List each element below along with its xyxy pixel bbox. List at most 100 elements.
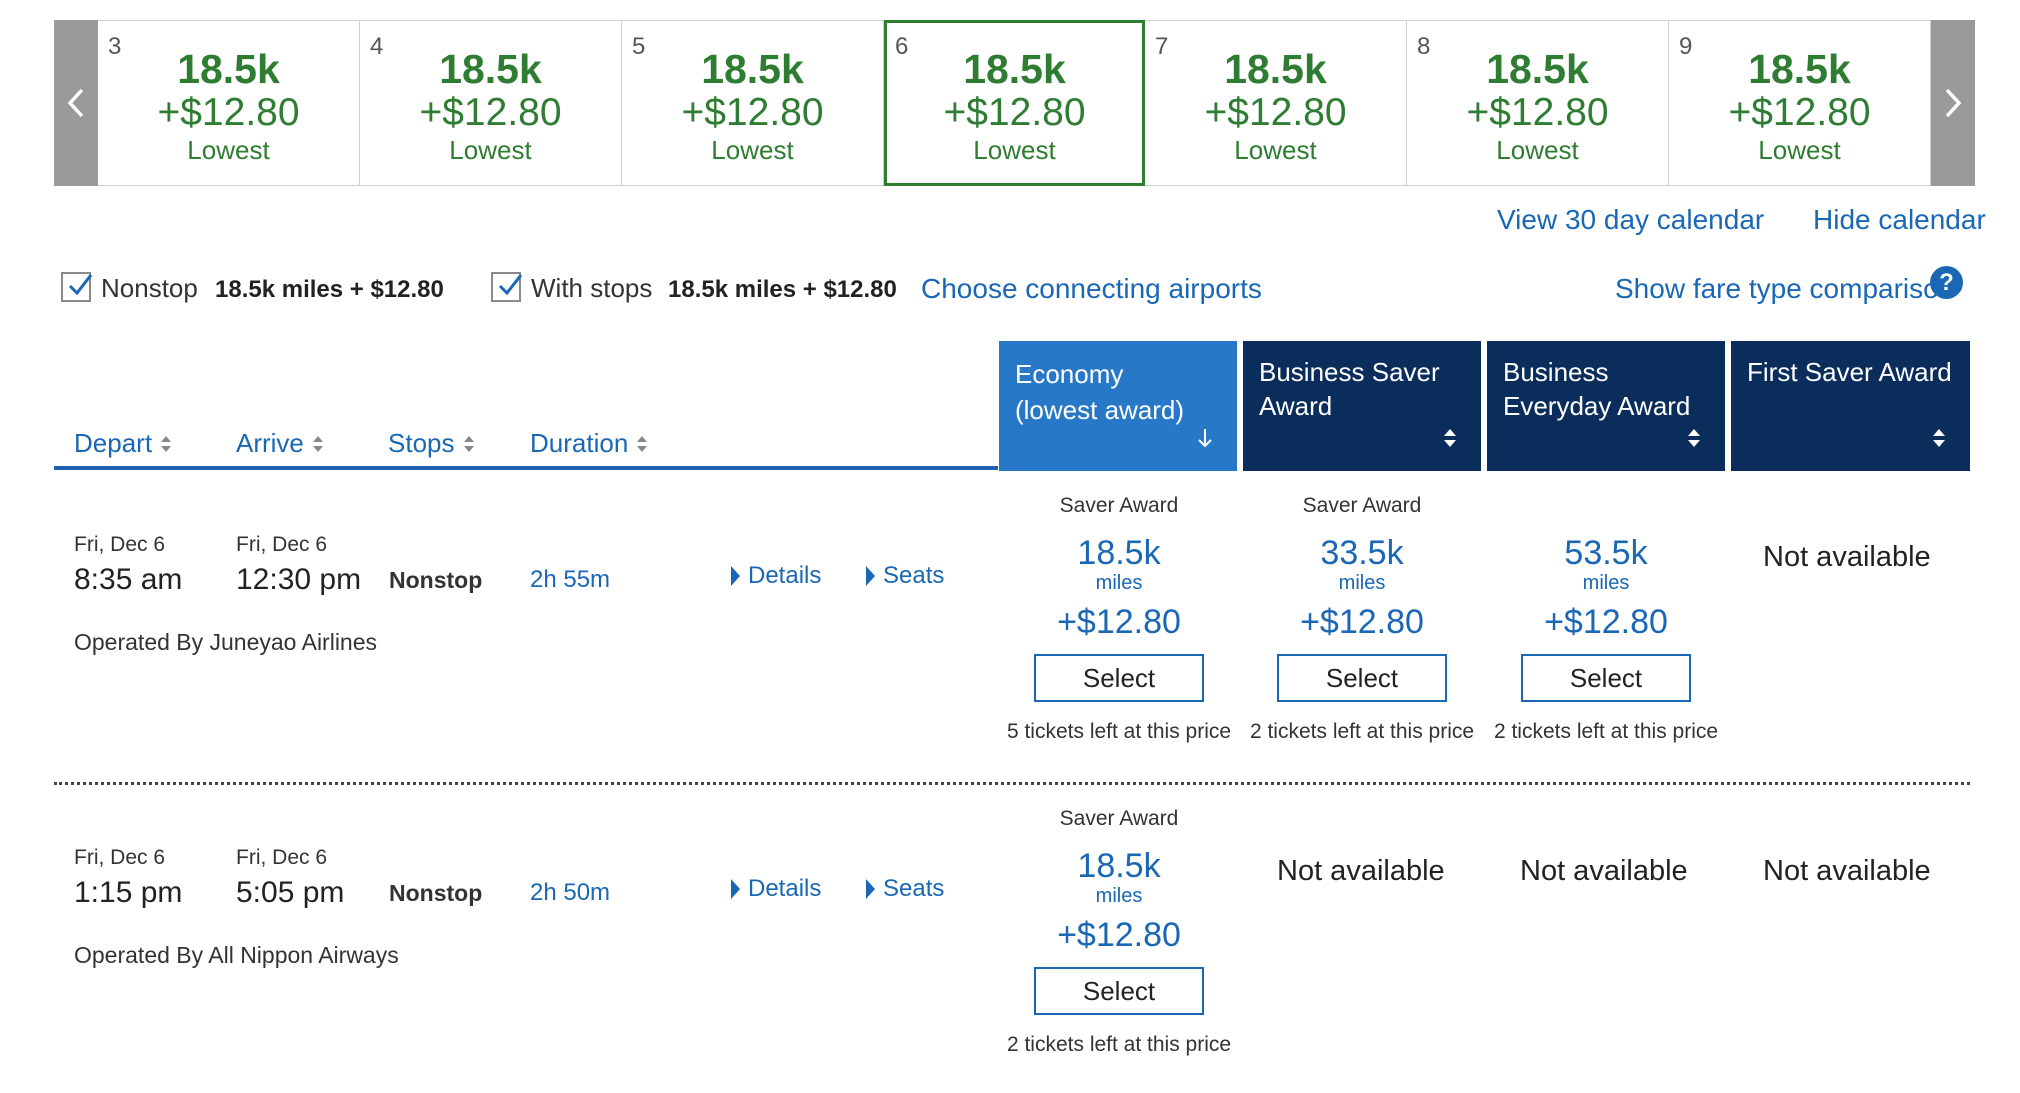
with-stops-label: With stops (531, 273, 653, 303)
business-everyday-not-available: Not available (1520, 855, 1688, 887)
sort-depart[interactable]: Depart (74, 428, 172, 459)
duration-value: 2h 55m (530, 566, 611, 593)
fare-type: Saver Award (1059, 494, 1179, 517)
arrive-date: Fri, Dec 6 (236, 533, 328, 556)
calendar-day-fee: +$12.80 (681, 91, 824, 134)
checkmark-icon (68, 274, 93, 296)
calendar-next-button[interactable] (1931, 20, 1975, 186)
details-label: Details (748, 875, 822, 902)
select-button[interactable]: Select (1034, 654, 1204, 702)
first-saver-not-available: Not available (1763, 855, 1931, 887)
column-header-underline (54, 466, 998, 470)
column-header-stops: Stops (388, 428, 455, 458)
sort-icon (161, 435, 172, 452)
operated-by: Operated By Juneyao Airlines (74, 629, 378, 655)
help-icon[interactable]: ? (1930, 266, 1963, 299)
calendar-day-3[interactable]: 3 18.5k +$12.80 Lowest (98, 20, 360, 186)
select-button[interactable]: Select (1277, 654, 1447, 702)
stops-value: Nonstop (389, 880, 483, 906)
fare-type (1484, 494, 1728, 518)
fare-header-business-saver[interactable]: Business Saver Award (1243, 341, 1481, 471)
calendar-day-9[interactable]: 9 18.5k +$12.80 Lowest (1669, 20, 1931, 186)
fare-miles-unit: miles (1095, 572, 1143, 594)
sort-icon (1444, 429, 1456, 447)
calendar-day-miles: 18.5k (1486, 46, 1589, 92)
sort-arrive[interactable]: Arrive (236, 428, 324, 459)
details-link[interactable]: Details (731, 562, 821, 590)
caret-right-icon (731, 566, 740, 586)
caret-right-icon (731, 879, 740, 899)
column-header-depart: Depart (74, 428, 153, 458)
calendar-day-fee: +$12.80 (1728, 91, 1871, 134)
calendar-day-fee: +$12.80 (1466, 91, 1609, 134)
details-link[interactable]: Details (731, 875, 821, 903)
business-saver-not-available: Not available (1277, 855, 1445, 887)
choose-connecting-airports-link[interactable]: Choose connecting airports (921, 273, 1262, 304)
nonstop-checkbox[interactable] (61, 272, 93, 302)
row-divider (54, 782, 1970, 785)
view-30-day-calendar-link[interactable]: View 30 day calendar (1497, 204, 1765, 235)
calendar-day-number: 4 (370, 33, 384, 60)
fare-header-title: First Saver Award (1747, 357, 1952, 387)
calendar-day-4[interactable]: 4 18.5k +$12.80 Lowest (360, 20, 622, 186)
calendar-day-7[interactable]: 7 18.5k +$12.80 Lowest (1145, 20, 1407, 186)
arrow-down-icon (1198, 429, 1212, 448)
fare-header-subtitle: Award (1259, 391, 1333, 421)
seats-label: Seats (883, 875, 945, 902)
calendar-day-label: Lowest (187, 135, 270, 165)
chevron-right-icon (1945, 88, 1962, 118)
calendar-day-label: Lowest (973, 135, 1056, 165)
calendar-day-number: 7 (1155, 33, 1169, 60)
fare-header-economy[interactable]: Economy (lowest award) (999, 341, 1237, 471)
fare-header-subtitle: Everyday Award (1503, 391, 1691, 421)
depart-time: 8:35 am (74, 563, 183, 596)
fare-header-business-everyday[interactable]: Business Everyday Award (1487, 341, 1725, 471)
sort-duration[interactable]: Duration (530, 428, 648, 459)
seats-link[interactable]: Seats (866, 875, 944, 903)
fare-header-title: Business (1503, 357, 1609, 387)
calendar-day-miles: 18.5k (177, 46, 280, 92)
fare-miles-unit: miles (1582, 572, 1630, 594)
sort-icon (1688, 429, 1700, 447)
first-saver-not-available: Not available (1763, 541, 1931, 573)
calendar-prev-button[interactable] (54, 20, 98, 186)
with-stops-checkbox[interactable] (491, 272, 523, 302)
fare-header-title: Economy (1015, 359, 1124, 389)
tickets-left: 2 tickets left at this price (1249, 720, 1475, 743)
fare-header-subtitle: (lowest award) (1015, 395, 1185, 425)
sort-icon (312, 435, 323, 452)
calendar-day-fee: +$12.80 (943, 91, 1086, 134)
depart-time: 1:15 pm (74, 876, 183, 909)
seats-link[interactable]: Seats (866, 562, 944, 590)
calendar-day-fee: +$12.80 (419, 91, 562, 134)
duration-value: 2h 50m (530, 879, 611, 906)
calendar-day-miles: 18.5k (1224, 46, 1327, 92)
checkmark-icon (498, 274, 523, 296)
depart-date: Fri, Dec 6 (74, 846, 166, 869)
show-fare-type-comparison-link[interactable]: Show fare type comparison (1615, 273, 1955, 304)
calendar-day-number: 3 (108, 33, 122, 60)
calendar-day-number: 6 (895, 33, 909, 60)
hide-calendar-link[interactable]: Hide calendar (1813, 204, 1986, 235)
caret-right-icon (866, 879, 875, 899)
fare-cell-business-everyday: 53.5k miles +$12.80 Select 2 tickets lef… (1484, 494, 1728, 744)
calendar-day-5[interactable]: 5 18.5k +$12.80 Lowest (622, 20, 884, 186)
fare-cell-economy: Saver Award 18.5k miles +$12.80 Select 5… (997, 494, 1241, 744)
fare-header-title: Business Saver (1259, 357, 1440, 387)
calendar-day-label: Lowest (711, 135, 794, 165)
sort-stops[interactable]: Stops (388, 428, 475, 459)
fare-miles-unit: miles (1338, 572, 1386, 594)
arrive-date: Fri, Dec 6 (236, 846, 328, 869)
calendar-day-label: Lowest (1234, 135, 1317, 165)
calendar-day-6-selected[interactable]: 6 18.5k +$12.80 Lowest (884, 20, 1145, 186)
seats-label: Seats (883, 562, 945, 589)
fare-miles: 18.5k (1077, 847, 1161, 885)
select-button[interactable]: Select (1034, 967, 1204, 1015)
calendar-day-8[interactable]: 8 18.5k +$12.80 Lowest (1407, 20, 1669, 186)
calendar-day-number: 9 (1679, 33, 1693, 60)
select-button[interactable]: Select (1521, 654, 1691, 702)
calendar-day-miles: 18.5k (1748, 46, 1851, 92)
fare-header-first-saver[interactable]: First Saver Award (1731, 341, 1970, 471)
calendar-day-label: Lowest (1758, 135, 1841, 165)
calendar-day-miles: 18.5k (963, 46, 1066, 92)
